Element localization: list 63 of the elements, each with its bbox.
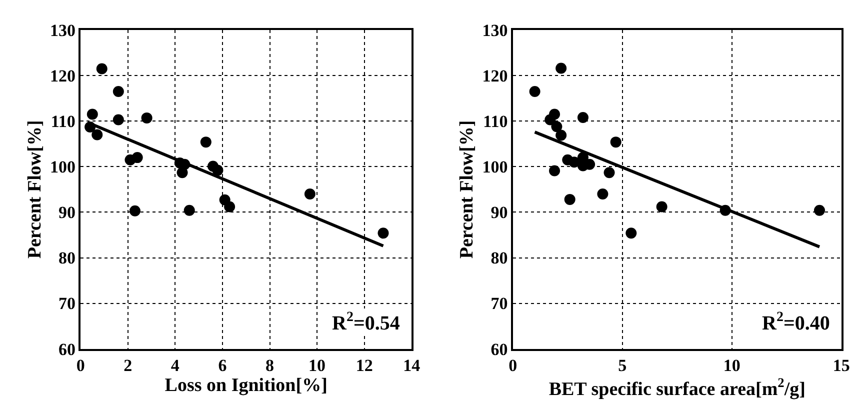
- y-tick-label: 80: [490, 248, 508, 268]
- y-tick-label: 70: [58, 294, 76, 314]
- y-tick-label: 100: [482, 158, 508, 177]
- point: [184, 204, 195, 216]
- y-tick-label: 80: [58, 248, 76, 268]
- x-axis-title: BET specific surface area[m$^{2}$/g]: [548, 374, 806, 400]
- x-tick-label: 10: [723, 356, 740, 375]
- point: [112, 86, 124, 98]
- point: [656, 201, 668, 212]
- y-tick-label: 120: [482, 66, 508, 86]
- x-tick-label: 0: [76, 356, 85, 375]
- point: [577, 112, 588, 123]
- y-tick-label: 60: [58, 340, 76, 359]
- x-tick-label: 0: [508, 356, 518, 375]
- x-tick-label: 14: [403, 356, 421, 375]
- point: [92, 129, 103, 140]
- point: [132, 152, 143, 164]
- point: [200, 136, 212, 148]
- point: [212, 164, 224, 176]
- point: [610, 136, 622, 148]
- point: [568, 156, 580, 168]
- x-axis-title: Loss on Ignition[%]: [164, 374, 328, 396]
- y-tick-label: 70: [490, 294, 508, 314]
- point: [129, 205, 140, 216]
- x-tick-label: 10: [308, 356, 326, 375]
- x-tick-label: 8: [266, 356, 274, 375]
- point: [96, 63, 108, 74]
- y-tick-label: 110: [50, 112, 76, 132]
- y-tick-label: 100: [50, 158, 76, 177]
- y-tick-label: 130: [50, 20, 76, 40]
- point: [549, 165, 560, 176]
- point: [378, 228, 389, 239]
- point: [112, 114, 124, 126]
- y-tick-label: 60: [490, 340, 508, 359]
- point: [564, 194, 576, 205]
- point: [556, 130, 567, 141]
- x-tick-label: 4: [170, 356, 180, 375]
- point: [604, 167, 615, 178]
- annotation: R$^{2}$=0.40: [762, 310, 830, 334]
- y-axis-title: Percent Flow[%]: [24, 120, 46, 259]
- point: [304, 188, 316, 200]
- x-tick-label: 5: [618, 356, 627, 375]
- annotation: R$^{2}$=0.54: [332, 310, 400, 334]
- point: [551, 121, 562, 132]
- point: [529, 86, 540, 98]
- point: [814, 204, 825, 216]
- x-tick-label: 12: [356, 356, 373, 375]
- point: [224, 201, 236, 212]
- point: [626, 228, 637, 239]
- x-tick-label: 2: [124, 356, 132, 375]
- y-axis-title: Percent Flow[%]: [456, 120, 478, 259]
- x-tick-label: 15: [832, 356, 850, 375]
- y-tick-label: 90: [58, 203, 76, 222]
- point: [549, 108, 560, 120]
- y-tick-label: 90: [490, 203, 508, 222]
- point: [141, 112, 152, 124]
- y-tick-label: 110: [483, 112, 508, 132]
- x-tick-label: 6: [218, 356, 227, 375]
- point: [556, 62, 567, 74]
- y-tick-label: 130: [482, 20, 508, 40]
- point: [597, 188, 608, 200]
- y-tick-label: 120: [50, 66, 76, 86]
- point: [86, 108, 98, 120]
